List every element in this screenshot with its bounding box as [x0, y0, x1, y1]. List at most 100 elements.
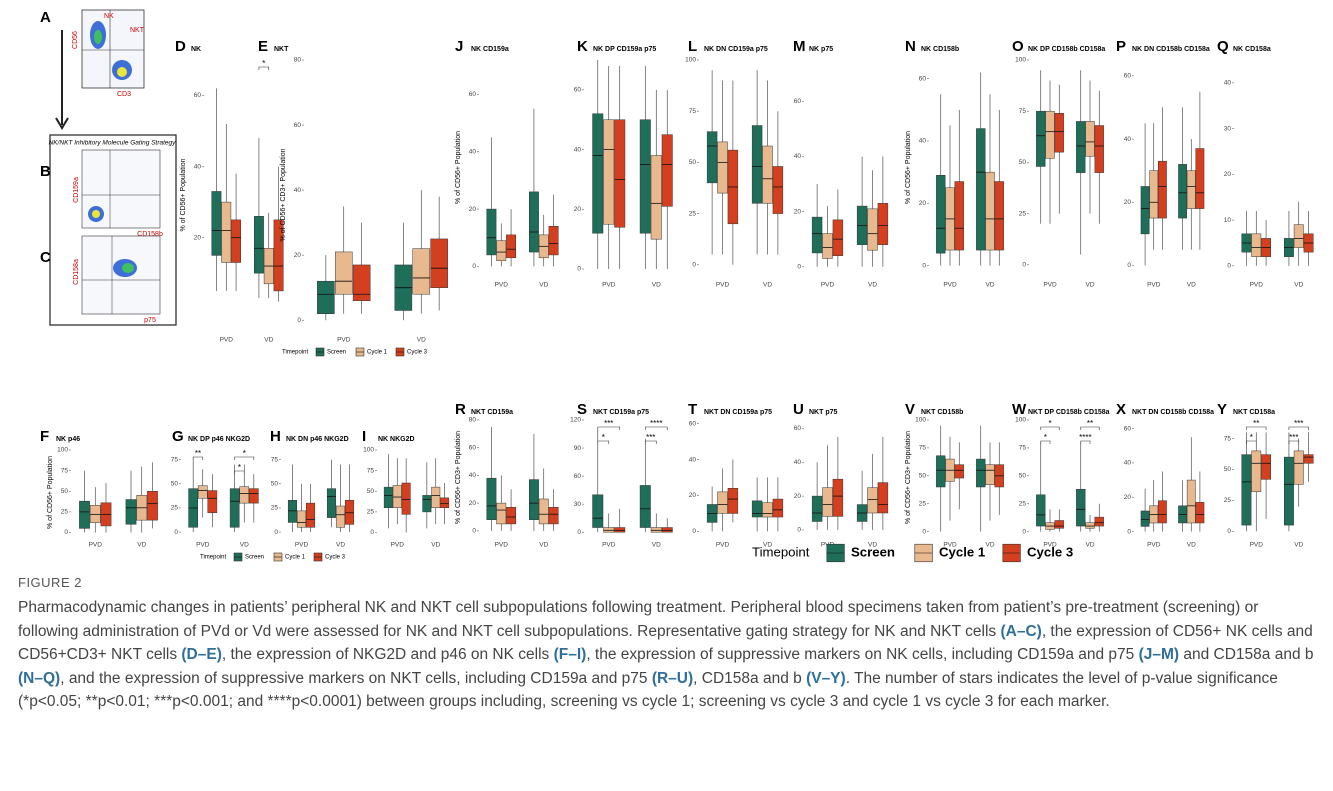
box — [662, 528, 672, 533]
box — [1196, 502, 1204, 523]
box — [353, 265, 370, 301]
y-tick-label: 100 — [685, 57, 696, 64]
box — [752, 501, 762, 517]
y-tick-label: 20 — [1124, 199, 1132, 206]
y-tick-label: 75 — [1019, 445, 1027, 452]
x-tick-label: PVD — [821, 282, 835, 289]
y-tick-label: 20 — [294, 252, 302, 259]
significance-stars: * — [1044, 433, 1047, 442]
panel-ref: (V–Y) — [806, 670, 846, 687]
caption-span: , CD158a and b — [693, 670, 806, 687]
cell-cloud — [92, 210, 100, 218]
panel: PNK DN CD158b CD158a0204060PVDVD — [1116, 38, 1210, 289]
significance-stars: **** — [1079, 433, 1091, 442]
legend-label: Screen — [327, 350, 346, 356]
box — [763, 503, 773, 517]
box — [432, 487, 440, 508]
panel-ref: (D–E) — [181, 646, 221, 663]
legend: TimepointScreenCycle 1Cycle 3 — [752, 544, 1073, 562]
panel: WNKT DP CD158b CD158a0255075100PVD**VD**… — [1012, 401, 1110, 549]
y-tick-label: 25 — [1019, 210, 1027, 217]
gating-panels: A NK NKT CD56 CD3 NK/NKT Inhibitory Mole… — [40, 9, 176, 325]
box — [1284, 457, 1293, 525]
panel-title: NK DN p46 NKG2D — [286, 436, 349, 443]
box — [497, 503, 506, 524]
x-tick-label: PVD — [89, 542, 103, 549]
x-tick-label: PVD — [1147, 542, 1161, 549]
box — [986, 465, 995, 485]
y-tick-label: 75 — [1224, 435, 1232, 442]
caption-span: , the expression of NKG2D and p46 on NK … — [222, 646, 554, 663]
box — [986, 172, 995, 250]
panel-letter: G — [172, 428, 184, 445]
y-tick-label: 0 — [472, 263, 476, 270]
panel-title: NKT p75 — [809, 409, 838, 416]
panel: GNK DP p46 NKG2D0255075PVD**VD** — [171, 428, 259, 549]
y-tick-label: 0 — [472, 528, 476, 535]
y-tick-label: 20 — [574, 206, 582, 213]
box — [126, 500, 136, 525]
box — [231, 220, 240, 263]
panel: KNK DP CD159a p750204060PVDVD — [574, 38, 673, 289]
panel-letter: I — [362, 428, 366, 445]
box — [345, 500, 354, 524]
box — [1055, 520, 1064, 528]
box — [1187, 480, 1195, 523]
y-tick-label: 0 — [1227, 263, 1231, 270]
legend: TimepointScreenCycle 1Cycle 3 — [200, 553, 346, 561]
panel: SNKT CD159a p750306090120PVD****VD******… — [570, 401, 672, 549]
y-tick-label: 25 — [1224, 497, 1232, 504]
y-tick-label: 60 — [689, 420, 697, 427]
x-tick-label: VD — [539, 542, 548, 549]
gate-label: NK — [104, 13, 114, 20]
y-tick-label: 20 — [794, 493, 802, 500]
y-tick-label: 50 — [1019, 473, 1027, 480]
significance-stars: * — [243, 449, 246, 458]
box — [506, 507, 515, 524]
box — [1294, 451, 1303, 484]
box — [640, 120, 650, 233]
box — [440, 498, 448, 508]
box — [593, 495, 603, 528]
y-tick-label: 40 — [689, 456, 697, 463]
box — [1158, 161, 1166, 218]
x-tick-label: PVD — [716, 542, 730, 549]
box — [1294, 225, 1303, 248]
box — [1036, 111, 1045, 166]
y-axis-label: % of CD56+ CD3+ Population — [455, 431, 462, 524]
box — [752, 126, 762, 204]
legend-label: Cycle 3 — [407, 350, 428, 356]
y-tick-label: 40 — [1224, 80, 1232, 87]
panel: VNKT CD158b0255075100% of CD56+ CD3+ Pop… — [905, 401, 1004, 549]
x-tick-label: PVD — [1250, 282, 1264, 289]
axis-label: CD158a — [73, 259, 80, 285]
box — [1196, 149, 1204, 209]
box — [662, 135, 672, 207]
y-tick-label: 20 — [919, 200, 927, 207]
box — [230, 489, 239, 528]
y-tick-label: 60 — [194, 92, 202, 99]
panel-letter: V — [905, 401, 915, 418]
y-tick-label: 0 — [64, 529, 68, 536]
significance-stars: * — [238, 463, 241, 472]
box — [413, 249, 430, 295]
y-tick-label: 20 — [1124, 494, 1132, 501]
panel-title: NK DN CD159a p75 — [704, 46, 768, 53]
significance-stars: * — [262, 59, 265, 68]
box — [995, 182, 1004, 251]
cell-cloud — [117, 67, 127, 77]
panel: FNK p460255075100% of CD56+ PopulationPV… — [40, 428, 158, 549]
panel-title: NK DN CD158b CD158a — [1132, 46, 1210, 53]
panel-ref: (R–U) — [652, 670, 693, 687]
y-axis-label: % of CD56+ Population — [455, 131, 462, 204]
box — [506, 235, 515, 258]
legend-label: Cycle 3 — [1027, 544, 1073, 559]
panel-title: NK DP CD158b CD158a — [1028, 46, 1105, 53]
box — [539, 499, 548, 524]
panel-title: NK CD158a — [1233, 46, 1271, 53]
panel-title: NKT CD158b — [921, 409, 963, 416]
y-tick-label: 0 — [1022, 528, 1026, 535]
panel: INK NKG2D0255075100PVDVD — [362, 428, 449, 549]
box — [529, 480, 538, 520]
panel-letter: X — [1116, 401, 1126, 418]
